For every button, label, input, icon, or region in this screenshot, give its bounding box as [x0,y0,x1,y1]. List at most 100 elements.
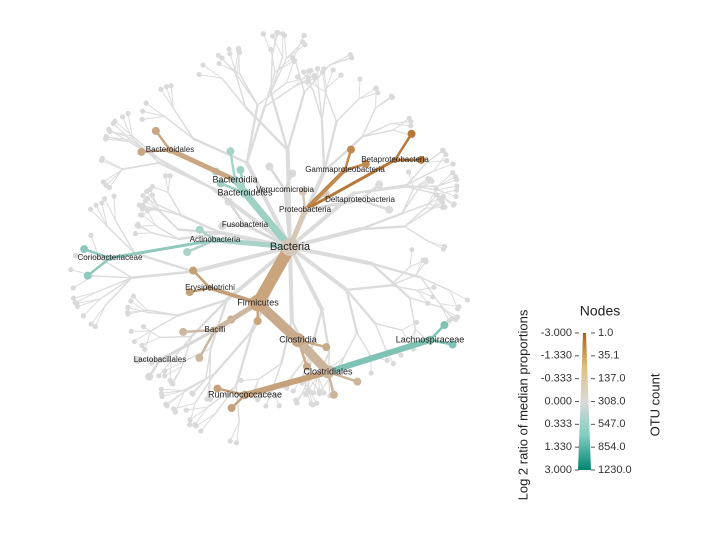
leaf [406,169,412,175]
node-label: Bacteroidia [212,174,257,184]
leaf [187,417,193,423]
leaf [330,67,336,73]
leaf [265,162,274,171]
branch [138,204,157,210]
leaf [204,396,210,402]
leaf [158,86,164,92]
edge [293,335,333,377]
branch [297,76,314,90]
leaf [88,232,94,238]
edge [241,189,294,251]
tick-label: 3.000 [544,464,572,476]
branch [112,122,131,141]
node-label: Verrucomicrobia [256,185,314,194]
branch [415,259,424,276]
branch [151,232,180,240]
node-label: Bacilli [205,325,226,334]
leaf [142,347,148,353]
leaf [141,324,147,330]
edge [158,328,217,362]
branch [173,402,196,410]
leaf [183,248,192,257]
leaf [353,377,362,386]
branch [404,161,428,188]
leaf [216,61,222,67]
leaf [440,205,446,211]
tree: Bacteria Firmicutes Clostridia Clostridiale… [78,126,465,412]
leaf [190,391,196,397]
branch [438,303,453,319]
branch [286,91,306,152]
branch [374,322,387,350]
leaf [133,231,139,237]
leaf [72,300,78,306]
leaf [128,298,134,304]
branch [95,277,133,293]
leaf [136,223,142,229]
node [357,197,363,203]
edge [252,241,296,309]
leaf [385,205,394,214]
branch [192,137,249,164]
leaf [270,33,276,39]
tick-label: 0.000 [544,395,572,407]
branch [209,298,229,350]
node [301,206,309,214]
branch [358,78,361,100]
branch [73,291,97,299]
node-label: Lachnospiraceae [396,334,465,344]
edge [167,147,238,183]
branch [370,262,423,279]
branch [145,102,165,117]
node-label: Clostridia [279,334,317,344]
leaf [375,180,384,189]
branch [356,331,372,357]
leaf [88,206,94,212]
branch [322,135,364,173]
leaf [144,189,150,195]
branch [158,360,172,377]
branch [370,262,411,300]
leaf [83,271,92,280]
node [321,365,335,379]
branch [416,289,434,298]
leaf [276,403,282,409]
branch [149,188,158,206]
leaf [195,353,204,362]
branch [170,85,174,109]
leaf [384,357,390,363]
branch [401,187,415,215]
leaf [329,390,338,399]
leaf [321,66,327,72]
branch [164,361,183,372]
branch [244,105,289,152]
branch [439,306,458,318]
branch [159,159,215,190]
branch [162,359,183,363]
leaf [338,72,344,78]
branch [195,413,216,427]
leaf [255,397,261,403]
branch [105,138,130,142]
node-label: Bacteroidales [146,145,194,154]
branch [416,286,435,291]
leaf [433,186,439,192]
branch [133,251,195,273]
branch [217,54,236,72]
branch [163,115,195,140]
branch [415,261,427,276]
branch [433,163,454,172]
branch [265,389,273,407]
leaf [80,245,89,254]
branch [95,204,108,227]
branch [322,120,338,173]
branch [329,57,353,66]
branch [263,85,296,108]
leaf [170,381,176,387]
node [230,175,240,185]
branch [169,360,172,381]
branch [207,385,237,408]
branch [285,61,295,84]
leaf [295,74,301,80]
